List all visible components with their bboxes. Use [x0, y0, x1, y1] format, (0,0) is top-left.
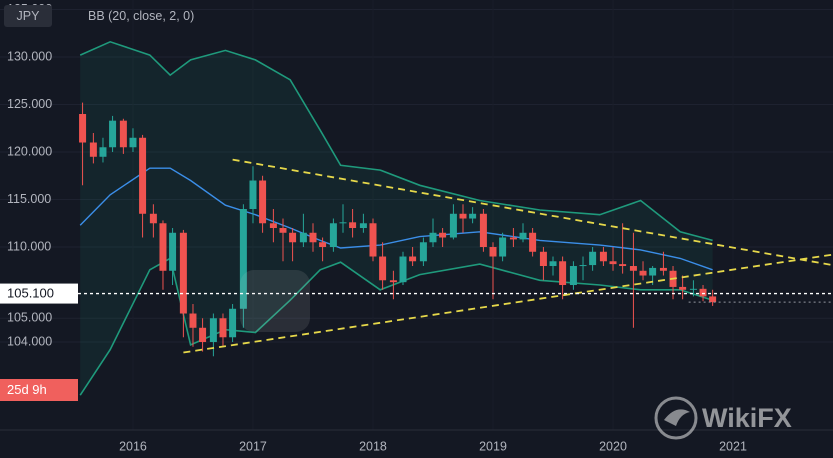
candle-body — [99, 147, 107, 157]
candle-body — [699, 288, 707, 297]
trendline — [232, 158, 833, 266]
candle-body — [619, 264, 627, 267]
candle-body — [349, 222, 357, 229]
price-label-box — [0, 283, 78, 304]
candle-body — [599, 251, 607, 262]
candle-body — [459, 213, 467, 219]
candle-body — [289, 232, 297, 243]
wikifx-text: WikiFX — [702, 403, 792, 433]
x-tick-label: 2019 — [479, 439, 507, 453]
price-label: 105.100 — [7, 286, 54, 301]
candle-body — [689, 288, 697, 290]
candle-body — [109, 120, 117, 148]
candle-body — [329, 223, 337, 248]
candle-body — [649, 267, 657, 276]
candle-body — [509, 237, 517, 240]
candle-body — [369, 223, 377, 257]
candle-body — [209, 318, 217, 343]
candle-body — [549, 261, 557, 267]
wikifx-logo — [654, 396, 698, 440]
x-tick-label: 2021 — [719, 439, 747, 453]
band-fill — [80, 41, 713, 396]
candle-body — [479, 213, 487, 248]
x-tick-label: 2018 — [359, 439, 387, 453]
y-tick-label: 130.000 — [7, 49, 52, 63]
candle-body — [519, 232, 527, 240]
candle-body — [379, 256, 387, 281]
x-tick-label: 2020 — [599, 439, 627, 453]
candle-body — [659, 267, 667, 271]
candle-body — [299, 232, 307, 243]
candle-body — [159, 223, 167, 271]
x-tick-label: 2017 — [239, 439, 267, 453]
candle-body — [179, 232, 187, 314]
candle-body — [579, 265, 587, 267]
candle-body — [149, 213, 157, 224]
candle-body — [589, 251, 597, 266]
candle-body — [309, 232, 317, 243]
candle-body — [169, 232, 177, 271]
candle-body — [439, 232, 447, 238]
candle-body — [419, 242, 427, 262]
candle-body — [679, 286, 687, 290]
candle-body — [119, 120, 127, 148]
candle-body — [219, 318, 227, 338]
y-tick-label: 104.000 — [7, 334, 52, 348]
countdown: 25d 9h — [7, 382, 47, 397]
logo-ring — [654, 396, 698, 440]
y-tick-label: 120.000 — [7, 144, 52, 158]
indicator-legend: BB (20, close, 2, 0) — [88, 9, 194, 23]
x-tick-label: 2016 — [119, 439, 147, 453]
candle-body — [249, 180, 257, 210]
candle-body — [199, 327, 207, 343]
y-tick-label: 115.000 — [7, 192, 51, 206]
candle-body — [229, 308, 237, 338]
candle-body — [539, 251, 547, 267]
candle-body — [639, 270, 647, 276]
candle-body — [469, 213, 477, 219]
plot-area — [60, 40, 833, 396]
candle-body — [319, 242, 327, 248]
candle-body — [609, 261, 617, 265]
bb-upper — [79, 40, 713, 242]
candle-body — [569, 266, 577, 286]
y-tick-label: 110.000 — [7, 239, 51, 253]
watermark-center — [240, 270, 310, 332]
candle-body — [239, 209, 247, 309]
candle-body — [399, 256, 407, 283]
candle-body — [259, 180, 267, 224]
candle-body — [269, 223, 277, 229]
candle-body — [79, 114, 87, 143]
candle-body — [409, 256, 417, 262]
candle-body — [359, 223, 367, 229]
symbol-box — [4, 5, 52, 27]
candle-body — [189, 313, 197, 328]
watermark-logo — [240, 270, 310, 332]
candle-body — [529, 232, 537, 252]
logo-mark — [664, 409, 690, 426]
candle-body — [559, 261, 567, 286]
candle-body — [129, 137, 137, 148]
countdown-box — [0, 379, 78, 401]
y-tick-label: 105.000 — [7, 311, 52, 325]
trendline — [183, 253, 833, 354]
candle-body — [709, 296, 717, 303]
candle-body — [429, 232, 437, 243]
candle-body — [139, 137, 147, 214]
candle-body — [279, 228, 287, 233]
y-tick-label: 125.000 — [7, 97, 52, 111]
candle-body — [89, 142, 97, 157]
candle-body — [489, 247, 497, 257]
candle-body — [389, 280, 397, 283]
candle-body — [629, 266, 637, 271]
bb-lower — [79, 257, 713, 396]
candle-body — [499, 237, 507, 257]
candle-body — [339, 222, 347, 224]
symbol: JPY — [17, 9, 41, 23]
candle-body — [449, 213, 457, 238]
